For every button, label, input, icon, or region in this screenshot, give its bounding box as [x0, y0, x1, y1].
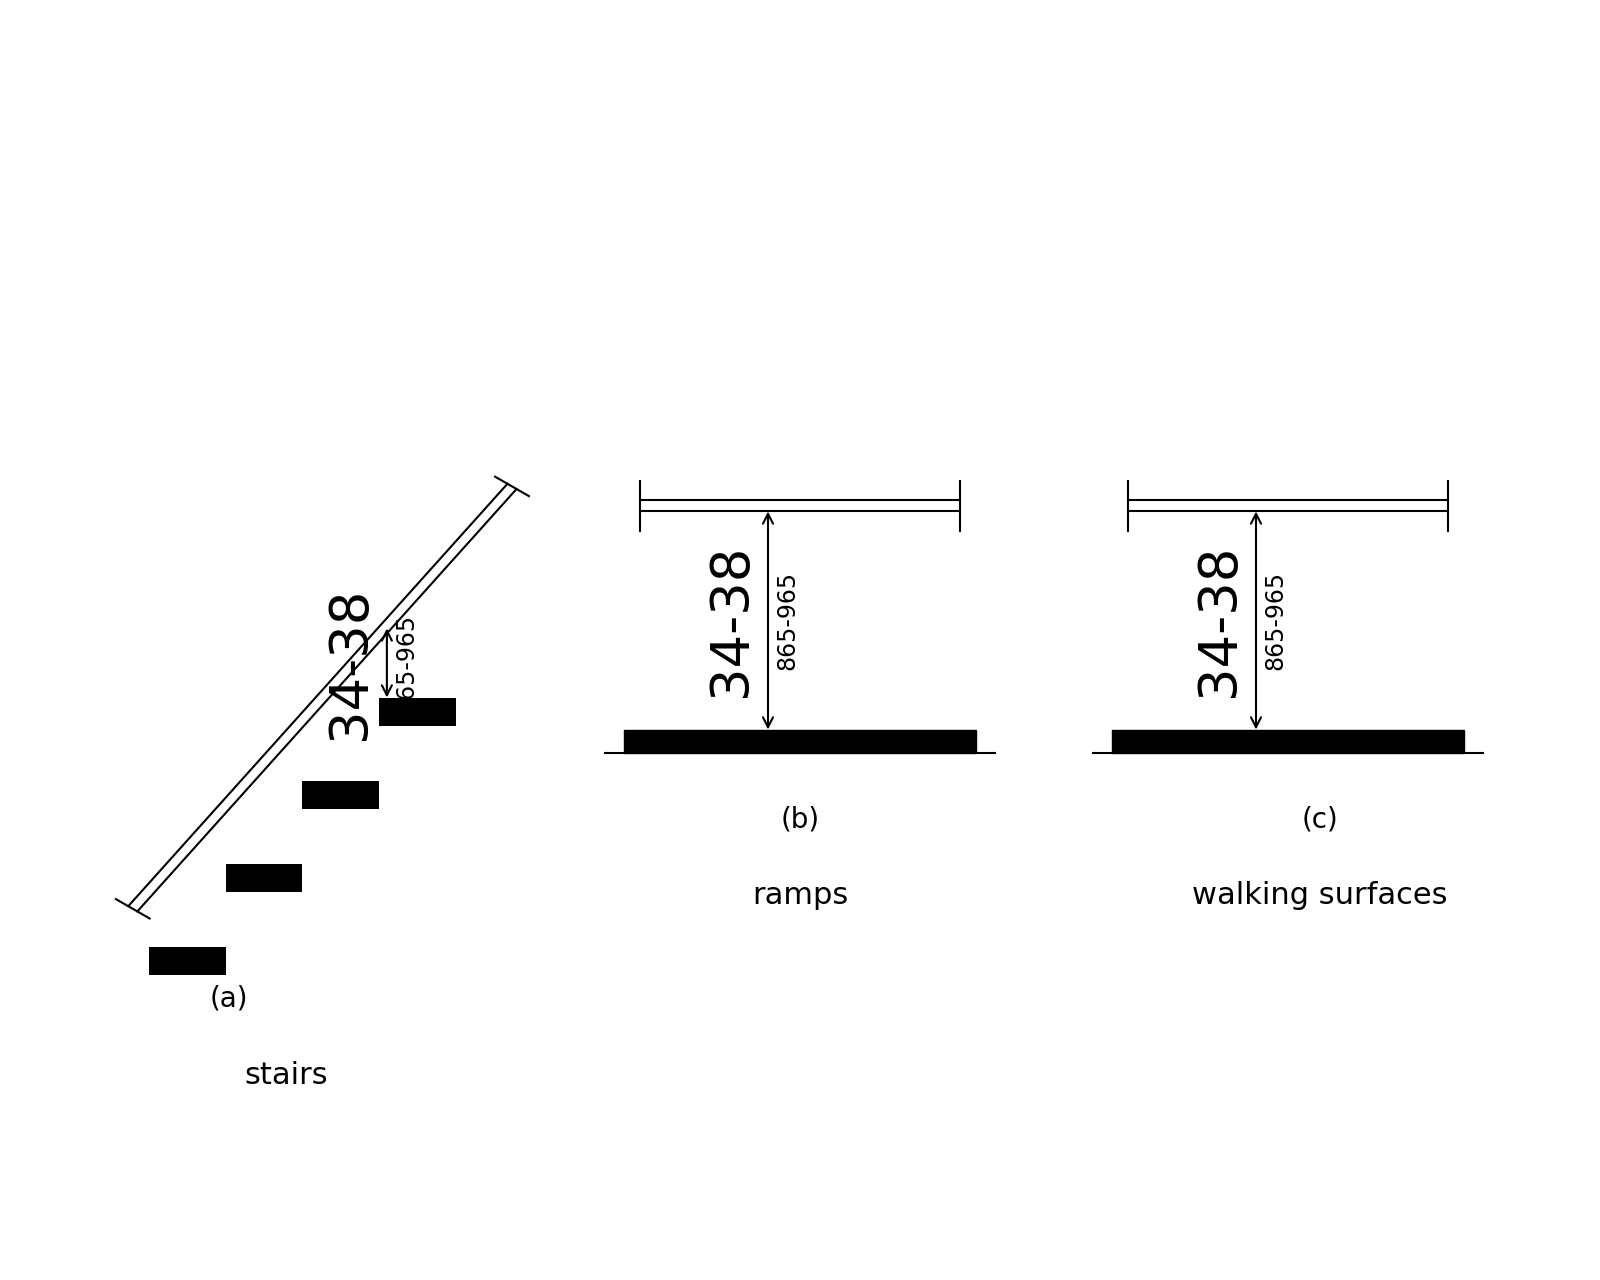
- Text: (b): (b): [781, 805, 819, 833]
- Text: 34-38: 34-38: [325, 586, 376, 740]
- Text: ramps: ramps: [752, 882, 848, 910]
- Text: 34-38: 34-38: [1194, 544, 1245, 698]
- Bar: [624, 730, 976, 753]
- Text: (c): (c): [1302, 805, 1338, 833]
- Text: 865-965: 865-965: [776, 571, 800, 669]
- Text: walking surfaces: walking surfaces: [1192, 882, 1448, 910]
- Text: 865-965: 865-965: [394, 613, 418, 713]
- Text: stairs: stairs: [245, 1061, 328, 1089]
- Bar: [1112, 730, 1464, 753]
- Text: 865-965: 865-965: [1264, 571, 1286, 669]
- Polygon shape: [149, 614, 456, 975]
- Text: 34-38: 34-38: [706, 544, 757, 698]
- Text: (a): (a): [210, 984, 248, 1012]
